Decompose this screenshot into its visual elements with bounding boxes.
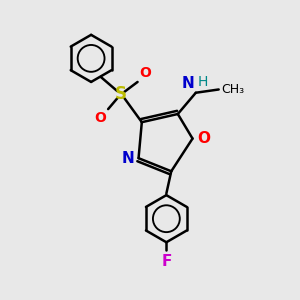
Text: N: N <box>182 76 194 91</box>
Text: O: O <box>140 66 152 80</box>
Text: H: H <box>197 75 208 89</box>
Text: F: F <box>161 254 172 269</box>
Text: CH₃: CH₃ <box>221 83 244 96</box>
Text: O: O <box>94 111 106 125</box>
Text: S: S <box>115 85 127 103</box>
Text: O: O <box>197 131 210 146</box>
Text: N: N <box>122 151 134 166</box>
